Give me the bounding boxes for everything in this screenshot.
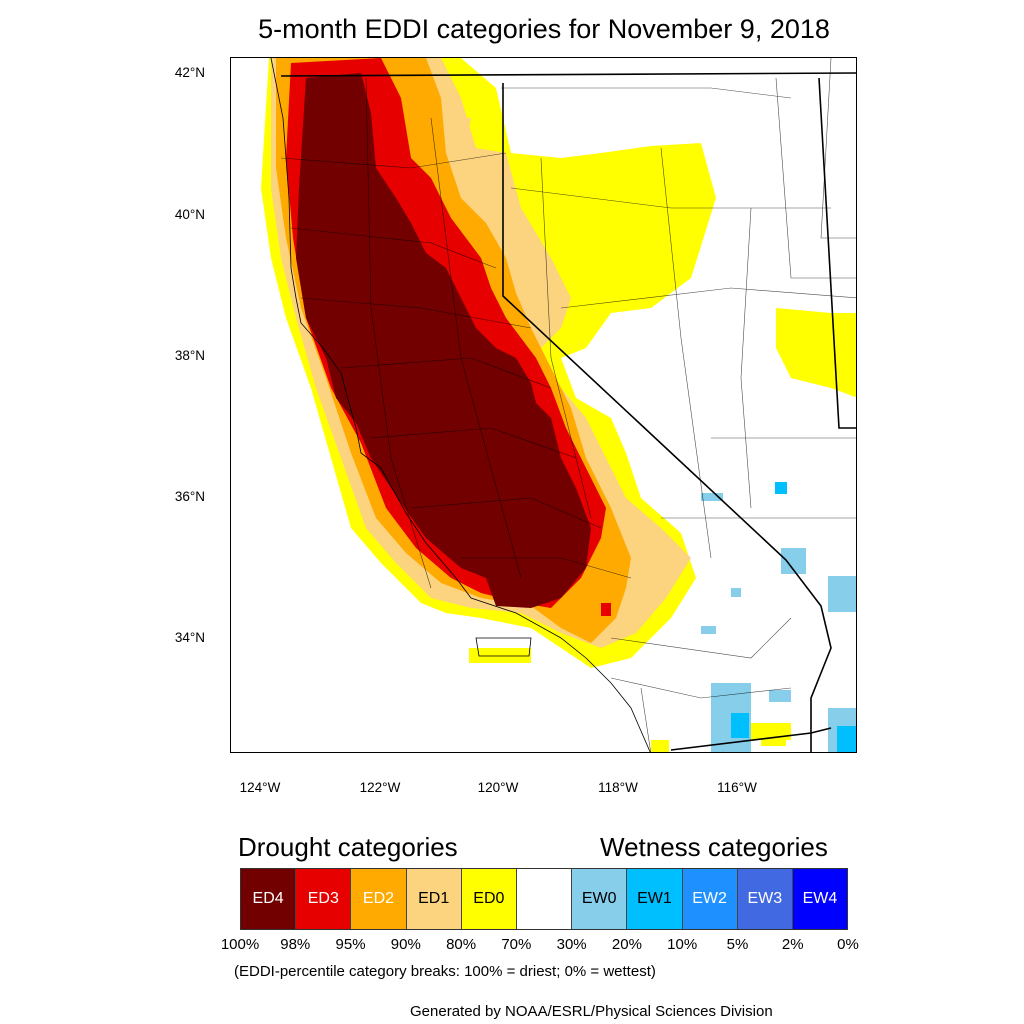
break-label: 20% xyxy=(611,936,642,953)
swatch-ew0: EW0 xyxy=(572,869,628,929)
coastline xyxy=(270,58,651,752)
state-borders xyxy=(280,72,856,752)
swatch-ed0: ED0 xyxy=(461,869,517,929)
swatch-ed3: ED3 xyxy=(296,869,352,929)
break-label: 0% xyxy=(837,936,859,953)
region-ew1 xyxy=(731,482,856,752)
county-lines xyxy=(280,58,856,752)
break-label: 5% xyxy=(726,936,749,953)
lat-label-42: 42°N xyxy=(174,65,205,80)
swatch-normal xyxy=(516,869,573,929)
break-label: 10% xyxy=(667,936,698,953)
break-label: 98% xyxy=(280,936,311,953)
break-label: 95% xyxy=(335,936,366,953)
break-label: 90% xyxy=(390,936,421,953)
credit-line: Generated by NOAA/ESRL/Physical Sciences… xyxy=(410,1003,773,1020)
eddi-map xyxy=(230,57,857,753)
break-label: 30% xyxy=(556,936,587,953)
lat-label-40: 40°N xyxy=(174,207,205,222)
lon-label-124: 124°W xyxy=(239,780,281,795)
map-title: 5-month EDDI categories for November 9, … xyxy=(258,14,830,44)
eddi-map-canvas xyxy=(261,58,856,752)
lat-label-38: 38°N xyxy=(174,348,205,363)
swatch-ew3: EW3 xyxy=(737,869,793,929)
break-label: 2% xyxy=(781,936,804,953)
swatch-ew4: EW4 xyxy=(792,869,848,929)
swatch-ed2: ED2 xyxy=(351,869,407,929)
legend-color-bar: ED4 ED3 ED2 ED1 ED0 EW0 EW1 EW2 EW3 EW4 xyxy=(240,868,848,930)
lon-label-122: 122°W xyxy=(359,780,401,795)
break-label: 80% xyxy=(446,936,477,953)
lon-label-118: 118°W xyxy=(598,780,638,795)
region-ew xyxy=(701,493,856,752)
region-ed4 xyxy=(296,73,591,608)
swatch-ed4: ED4 xyxy=(241,869,297,929)
legend-note: (EDDI-percentile category breaks: 100% =… xyxy=(234,963,656,980)
swatch-ew2: EW2 xyxy=(682,869,738,929)
lat-label-36: 36°N xyxy=(174,489,205,504)
swatch-ed1: ED1 xyxy=(406,869,462,929)
lat-label-34: 34°N xyxy=(174,630,205,645)
lon-label-120: 120°W xyxy=(477,780,519,795)
wetness-heading: Wetness categories xyxy=(600,832,828,862)
break-label: 70% xyxy=(501,936,532,953)
break-label: 100% xyxy=(220,936,260,953)
swatch-ew1: EW1 xyxy=(627,869,683,929)
drought-heading: Drought categories xyxy=(238,832,458,862)
lon-label-116: 116°W xyxy=(717,780,757,795)
